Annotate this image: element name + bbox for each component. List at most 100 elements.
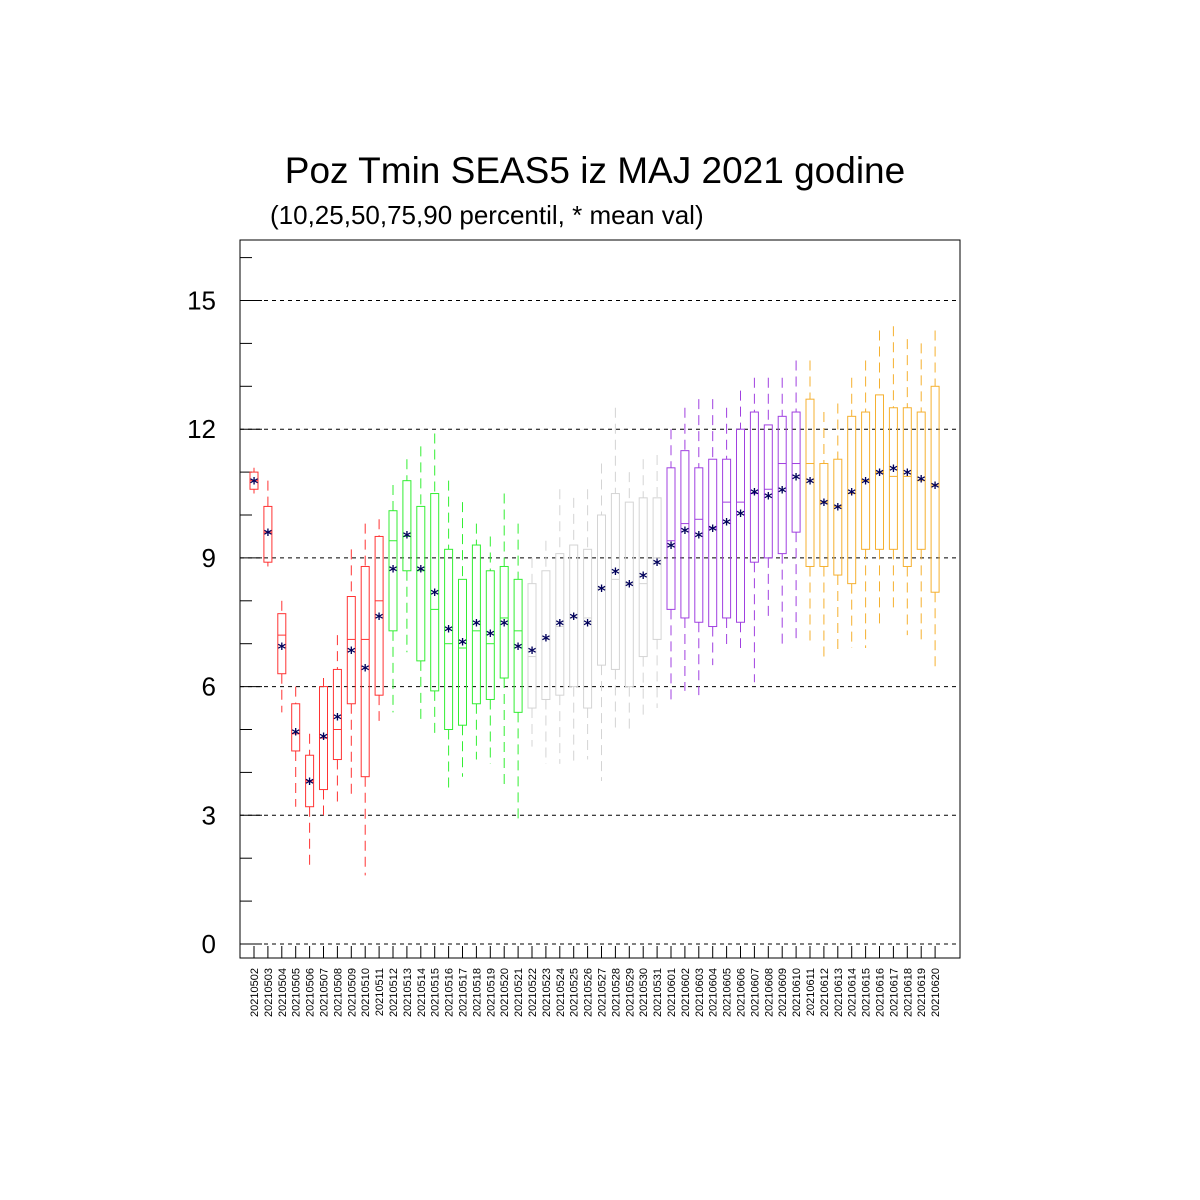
x-tick-label: 20210522 <box>527 968 539 1017</box>
x-tick-label: 20210516 <box>444 968 456 1017</box>
box-20210518: * <box>471 523 481 760</box>
x-tick-label: 20210527 <box>597 968 609 1017</box>
x-tick-label: 20210520 <box>499 968 511 1017</box>
box-20210528: * <box>610 407 620 730</box>
x-tick-label: 20210513 <box>402 968 414 1017</box>
mean-marker: * <box>778 482 787 501</box>
gridlines <box>240 300 960 945</box>
mean-marker: * <box>736 506 745 525</box>
iqr-box <box>263 505 273 563</box>
box-20210526: * <box>583 489 593 760</box>
iqr-box <box>444 548 454 730</box>
mean-marker: * <box>903 465 912 484</box>
iqr-box <box>332 668 342 761</box>
mean-marker: * <box>458 635 467 654</box>
x-tick-label: 20210512 <box>388 968 400 1017</box>
x-tick-label: 20210610 <box>791 968 803 1017</box>
y-tick-label: 0 <box>202 929 216 959</box>
mean-marker: * <box>834 499 843 518</box>
mean-marker: * <box>305 774 314 793</box>
mean-marker: * <box>570 609 579 628</box>
iqr-box <box>291 703 301 752</box>
x-tick-label: 20210530 <box>638 968 650 1017</box>
x-tick-label: 20210615 <box>861 968 873 1017</box>
x-axis: 20210502 20210503 20210504 20210505 20210506… <box>249 946 942 1017</box>
iqr-box <box>833 458 843 576</box>
x-tick-label: 20210529 <box>624 968 636 1017</box>
mean-marker: * <box>667 538 676 557</box>
mean-marker: * <box>820 495 829 514</box>
mean-marker: * <box>361 660 370 679</box>
x-tick-label: 20210611 <box>805 968 817 1016</box>
mean-marker: * <box>486 626 495 645</box>
iqr-box <box>749 411 759 563</box>
chart-subtitle: (10,25,50,75,90 percentil, * mean val) <box>270 200 704 230</box>
mean-marker: * <box>889 461 898 480</box>
box-20210620: * <box>930 330 940 670</box>
x-tick-label: 20210607 <box>749 968 761 1017</box>
box-20210607: * <box>749 377 759 683</box>
x-tick-label: 20210521 <box>513 968 525 1017</box>
x-tick-label: 20210602 <box>680 968 692 1017</box>
mean-marker: * <box>861 474 870 493</box>
mean-marker: * <box>319 729 328 748</box>
box-20210618: * <box>902 339 912 636</box>
mean-marker: * <box>709 521 718 540</box>
x-tick-label: 20210605 <box>722 968 734 1017</box>
box-20210506: * <box>305 733 314 867</box>
mean-marker: * <box>931 478 940 497</box>
x-tick-label: 20210606 <box>736 968 748 1017</box>
box-20210512: * <box>388 484 398 713</box>
box-20210519: * <box>485 536 495 764</box>
x-tick-label: 20210604 <box>708 968 720 1017</box>
box-20210601: * <box>666 429 676 704</box>
iqr-box <box>805 398 815 567</box>
mean-marker: * <box>695 527 704 546</box>
iqr-box <box>791 411 801 533</box>
box-20210605: * <box>722 407 731 648</box>
mean-marker: * <box>431 585 440 604</box>
y-tick-label: 15 <box>187 286 216 316</box>
iqr-box <box>541 570 551 700</box>
box-20210613: * <box>833 403 843 653</box>
x-tick-label: 20210517 <box>458 968 470 1017</box>
y-tick-label: 6 <box>202 672 216 702</box>
box-20210611: * <box>805 360 815 644</box>
box-20210614: * <box>847 377 857 648</box>
box-20210530: * <box>638 459 648 717</box>
x-tick-label: 20210619 <box>916 968 928 1017</box>
iqr-box <box>680 450 690 619</box>
x-tick-label: 20210526 <box>583 968 595 1017</box>
mean-marker: * <box>472 615 481 634</box>
box-20210619: * <box>916 343 926 644</box>
iqr-box <box>527 583 537 709</box>
iqr-box <box>485 570 495 700</box>
x-tick-label: 20210618 <box>902 968 914 1017</box>
x-tick-label: 20210514 <box>416 968 428 1017</box>
iqr-box <box>708 458 718 628</box>
box-20210510: * <box>360 523 370 876</box>
box-20210513: * <box>402 459 412 653</box>
iqr-box <box>583 548 593 709</box>
box-20210520: * <box>499 493 509 790</box>
iqr-box <box>902 407 912 567</box>
iqr-box <box>610 493 620 670</box>
box-20210610: * <box>791 360 801 640</box>
x-tick-label: 20210519 <box>485 968 497 1017</box>
x-tick-label: 20210617 <box>888 968 900 1017</box>
plot-frame <box>239 239 961 959</box>
x-tick-label: 20210523 <box>541 968 553 1017</box>
mean-marker: * <box>556 615 565 634</box>
x-tick-label: 20210531 <box>652 968 664 1017</box>
x-tick-label: 20210525 <box>569 968 581 1017</box>
box-20210515: * <box>430 433 440 734</box>
x-tick-label: 20210511 <box>374 968 386 1016</box>
x-tick-label: 20210518 <box>471 968 483 1017</box>
iqr-box <box>763 424 773 559</box>
x-tick-label: 20210507 <box>319 968 331 1017</box>
x-tick-label: 20210528 <box>610 968 622 1017</box>
box-20210604: * <box>708 399 718 666</box>
box-20210509: * <box>346 549 356 799</box>
chart-title: Poz Tmin SEAS5 iz MAJ 2021 godine <box>284 150 906 191</box>
box-series: ******************** *** * **** **** * * * ** * **… <box>249 326 940 876</box>
